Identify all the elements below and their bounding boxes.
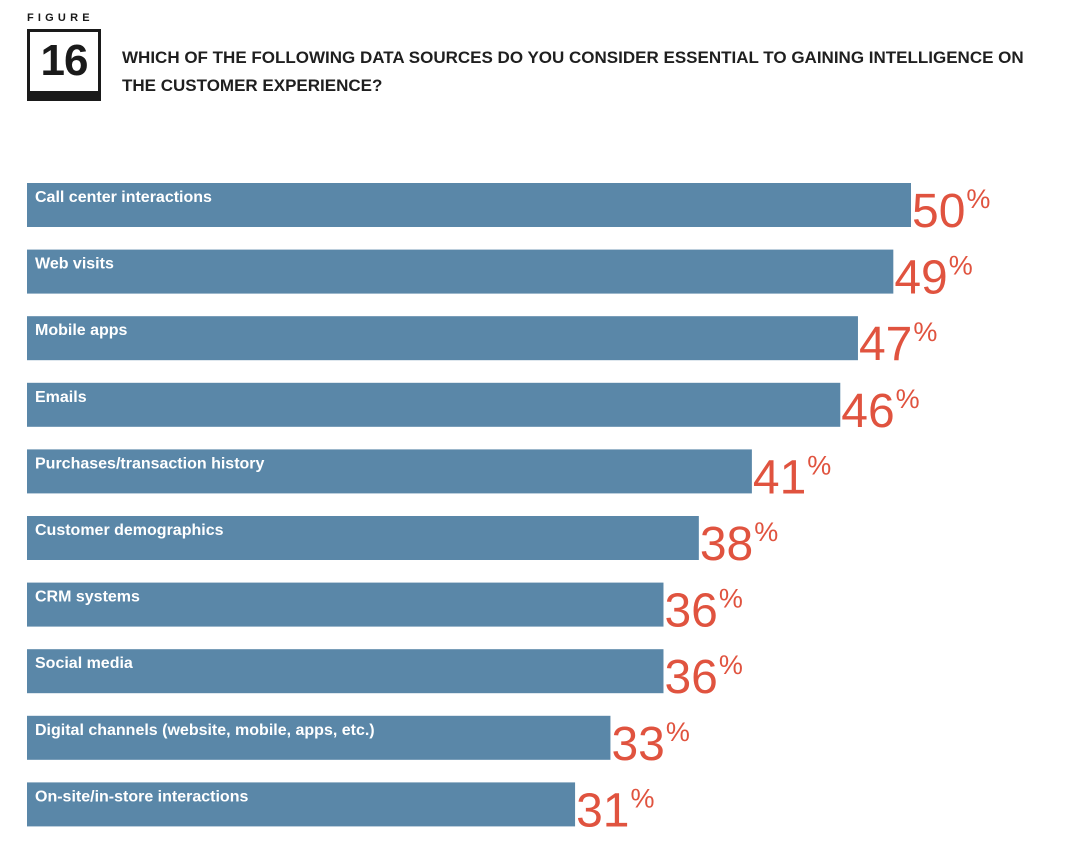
value-percent-sign: % [666, 717, 690, 747]
value-label: 49% [894, 251, 972, 305]
value-number: 41 [753, 451, 806, 504]
bar-group: Social media 36% [27, 649, 743, 704]
bar-label: Web visits [35, 256, 114, 273]
value-number: 38 [700, 518, 753, 571]
figure-number-badge: 16 [27, 29, 101, 101]
bar [27, 249, 894, 294]
bar-group: Emails 46% [27, 382, 920, 438]
bar [27, 715, 611, 760]
bar-label: Purchases/transaction history [35, 455, 265, 472]
figure-label: FIGURE [27, 12, 94, 24]
value-number: 33 [611, 718, 664, 771]
value-percent-sign: % [949, 251, 973, 281]
bar-label: Digital channels (website, mobile, apps,… [35, 722, 375, 739]
bar-group: On-site/in-store interactions 31% [27, 782, 654, 837]
value-percent-sign: % [966, 184, 990, 214]
value-percent-sign: % [719, 650, 743, 680]
bar [27, 516, 699, 560]
value-label: 36% [664, 584, 742, 638]
bar-group: Digital channels (website, mobile, apps,… [27, 715, 690, 771]
bar [27, 382, 841, 427]
value-number: 31 [576, 784, 629, 837]
bar-label: Mobile apps [35, 322, 128, 339]
bar-group: Purchases/transaction history 41% [27, 449, 831, 504]
value-label: 31% [576, 783, 654, 837]
value-number: 46 [841, 385, 894, 438]
bar-label: Customer demographics [35, 522, 224, 539]
bar [27, 649, 664, 694]
bar-group: Mobile apps 47% [27, 316, 937, 371]
value-percent-sign: % [754, 517, 778, 547]
value-percent-sign: % [896, 384, 920, 414]
bar-group: CRM systems 36% [27, 582, 743, 638]
bar [27, 782, 576, 827]
bar-label: CRM systems [35, 589, 140, 606]
value-number: 36 [664, 651, 717, 704]
value-percent-sign: % [807, 450, 831, 480]
bar-label: Call center interactions [35, 189, 212, 206]
value-number: 47 [859, 318, 912, 371]
value-label: 33% [611, 717, 689, 771]
chart-title: WHICH OF THE FOLLOWING DATA SOURCES DO Y… [122, 48, 1024, 95]
bar-label: Emails [35, 389, 87, 406]
value-percent-sign: % [719, 584, 743, 614]
value-label: 38% [700, 517, 778, 571]
bar-label: On-site/in-store interactions [35, 788, 248, 805]
value-percent-sign: % [913, 317, 937, 347]
bar-group: Customer demographics 38% [27, 516, 778, 571]
bar [27, 316, 858, 361]
bar-group: Web visits 49% [27, 249, 973, 305]
bar-group: Call center interactions 50% [27, 183, 990, 238]
value-number: 50 [912, 185, 965, 238]
value-number: 49 [894, 252, 947, 305]
bar-label: Social media [35, 655, 133, 672]
value-percent-sign: % [630, 783, 654, 813]
value-label: 50% [912, 184, 990, 238]
value-label: 46% [841, 384, 919, 438]
value-label: 47% [859, 317, 937, 371]
bar [27, 449, 752, 494]
bar [27, 183, 911, 227]
value-number: 36 [664, 585, 717, 638]
value-label: 36% [664, 650, 742, 704]
value-label: 41% [753, 450, 831, 504]
figure-number: 16 [40, 36, 89, 85]
bar [27, 582, 664, 627]
